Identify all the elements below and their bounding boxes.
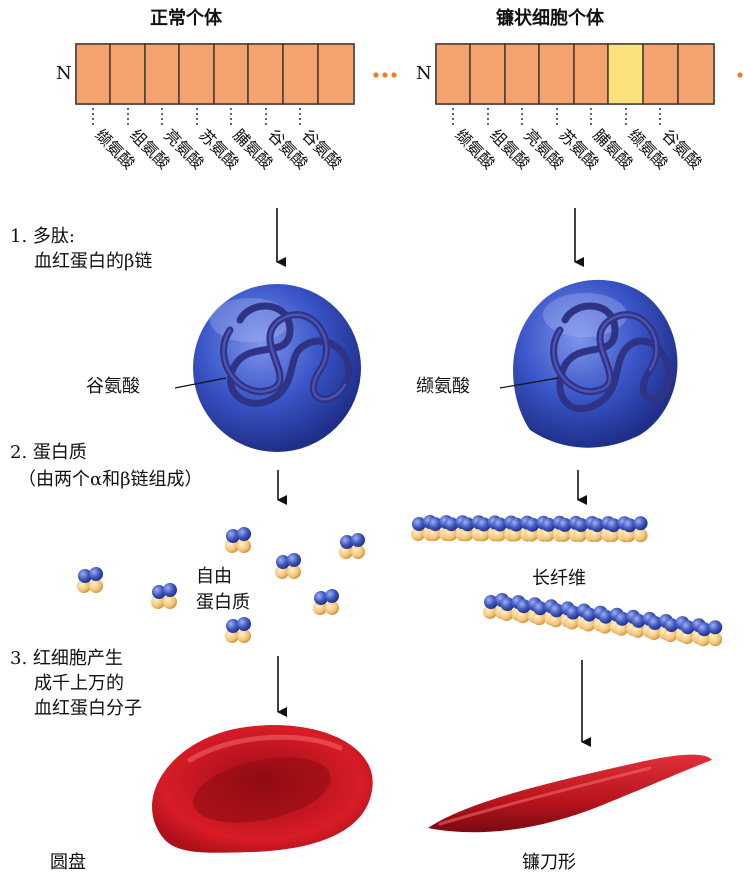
sickle-connector-lines [452,108,661,128]
protein-tetramer-1 [225,527,251,553]
sickle-title: 镰状细胞个体 [496,8,604,29]
sickle-box-2 [469,43,506,105]
sickle-red-blood-cell [428,754,712,833]
long-fiber-upper-unit-4 [459,515,486,542]
sickle-residue-pointer [499,377,559,389]
normal-sequence-boxes [75,43,355,105]
sickle-box-6-mutated [607,43,644,105]
step2-label-line2: （由两个α和β链组成） [18,469,203,490]
long-fiber-lower-unit-7 [581,605,608,632]
free-protein-label-line1: 自由 [196,566,232,587]
free-protein-label-line2: 蛋白质 [196,592,250,613]
step3-label-line3: 血红蛋白分子 [34,698,142,719]
normal-residue-label: 谷氨酸 [86,376,140,397]
long-fiber-upper [411,515,648,543]
normal-residue-pointer [174,377,227,389]
normal-box-8 [317,43,355,105]
sickle-box-7 [642,43,679,105]
sickle-box-4 [538,43,575,105]
protein-tetramer-4 [77,567,103,593]
sickle-n-terminus-label: N [416,63,432,84]
normal-box-1 [75,43,111,105]
long-fiber-upper-unit-14 [621,516,648,543]
normal-continuation-dots [373,72,397,78]
step1-label-line2: 血红蛋白的β链 [34,251,153,272]
sickle-box-8 [677,43,715,105]
step2-label-line1: 2. 蛋白质 [10,442,87,463]
sickle-hemoglobin-globule [513,279,678,448]
sickle-shape-label: 镰刀形 [522,852,576,873]
sickle-box-1 [435,43,471,105]
normal-box-2 [109,43,146,105]
disc-shape-label: 圆盘 [50,852,86,873]
sickle-residue-label: 缬氨酸 [416,376,470,397]
normal-title: 正常个体 [150,8,222,29]
normal-box-4 [178,43,215,105]
sickle-aa-7: 谷氨酸 [658,125,705,172]
normal-aa-7: 谷氨酸 [298,125,345,172]
free-protein-cluster [77,527,365,643]
long-fiber-lower [483,593,723,647]
sickle-box-5 [573,43,609,105]
protein-tetramer-5 [151,583,177,609]
protein-tetramer-2 [339,533,365,559]
normal-amino-acid-labels: 缬氨酸 组氨酸 亮氨酸 苏氨酸 脯氨酸 谷氨酸 谷氨酸 [91,125,345,172]
sickle-continuation-dot [737,72,743,78]
step1-label-line1: 1. 多肽: [10,226,75,247]
protein-tetramer-7 [225,617,251,643]
sickle-sequence-boxes [435,43,715,105]
sickle-amino-acid-labels: 缬氨酸 组氨酸 亮氨酸 苏氨酸 脯氨酸 缬氨酸 谷氨酸 [451,125,705,172]
protein-tetramer-6 [313,589,339,615]
normal-box-3 [144,43,180,105]
normal-connector-lines [92,108,301,128]
step3-label-line2: 成千上万的 [34,673,124,694]
normal-red-blood-cell-disc [152,725,373,853]
normal-box-5 [213,43,249,105]
normal-hemoglobin-globule [193,284,361,452]
sickle-box-3 [504,43,540,105]
normal-box-7 [282,43,319,105]
normal-box-6 [247,43,284,105]
step3-label-line1: 3. 红细胞产生 [10,648,123,669]
normal-n-terminus-label: N [56,63,72,84]
long-fiber-label: 长纤维 [532,568,586,589]
protein-tetramer-3 [275,553,301,579]
long-fiber-lower-unit-14 [696,620,723,647]
